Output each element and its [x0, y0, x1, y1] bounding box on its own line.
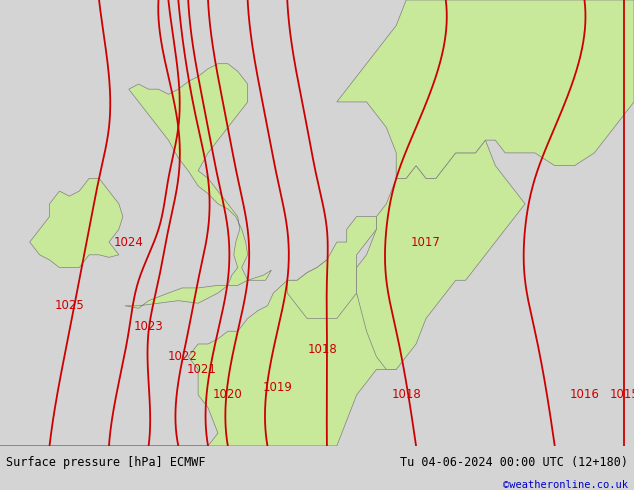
- Text: 1025: 1025: [55, 299, 84, 312]
- Text: 1017: 1017: [411, 236, 441, 248]
- Polygon shape: [337, 0, 634, 178]
- Text: 1015: 1015: [609, 389, 634, 401]
- Text: 1022: 1022: [167, 350, 197, 363]
- Text: Surface pressure [hPa] ECMWF: Surface pressure [hPa] ECMWF: [6, 456, 206, 469]
- Polygon shape: [287, 217, 377, 318]
- Polygon shape: [125, 64, 271, 308]
- Text: 1018: 1018: [308, 343, 338, 356]
- Text: 1021: 1021: [187, 363, 217, 376]
- Polygon shape: [0, 260, 396, 446]
- Polygon shape: [356, 140, 525, 369]
- Text: Tu 04-06-2024 00:00 UTC (12+180): Tu 04-06-2024 00:00 UTC (12+180): [399, 456, 628, 469]
- Text: 1018: 1018: [391, 389, 421, 401]
- Text: 1019: 1019: [262, 381, 292, 394]
- Polygon shape: [30, 178, 123, 268]
- Text: 1024: 1024: [114, 236, 144, 248]
- Text: ©weatheronline.co.uk: ©weatheronline.co.uk: [503, 480, 628, 490]
- Text: 1023: 1023: [134, 319, 164, 333]
- Text: 1016: 1016: [569, 389, 599, 401]
- Polygon shape: [396, 115, 456, 178]
- Text: 1020: 1020: [213, 389, 243, 401]
